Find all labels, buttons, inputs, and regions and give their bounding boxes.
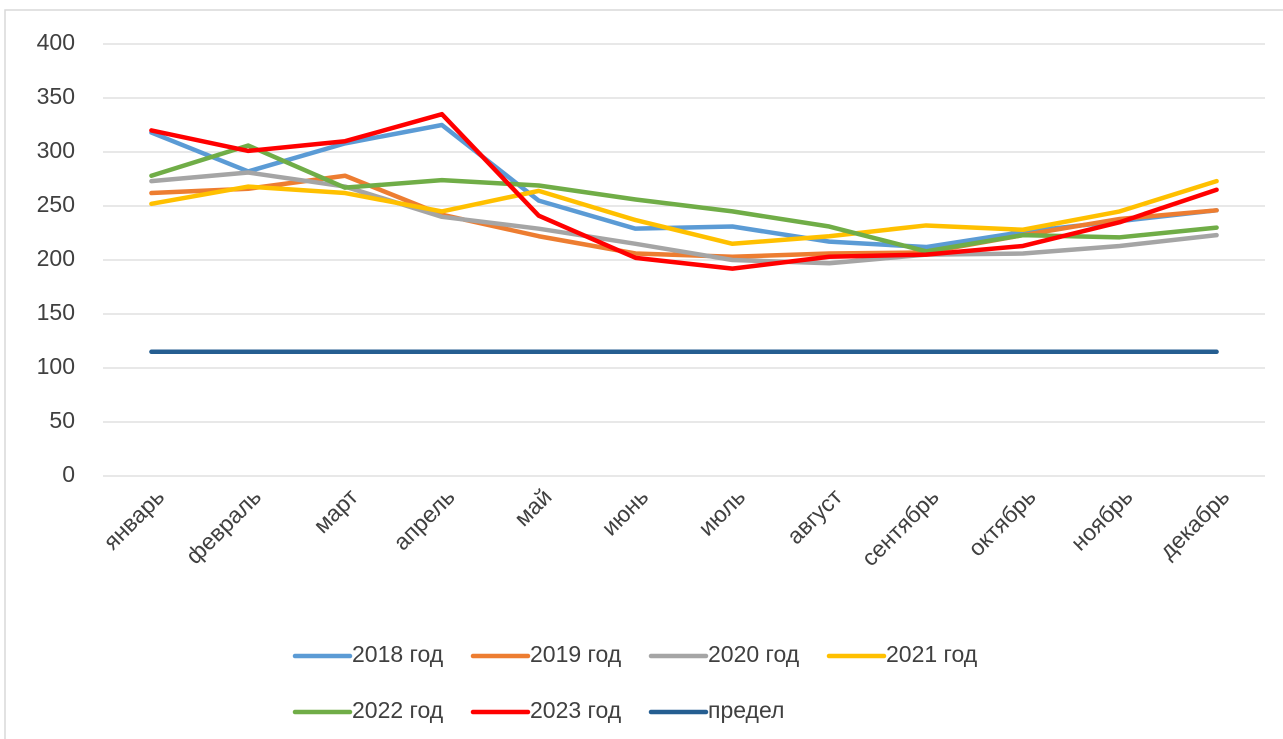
legend-label: 2021 год: [886, 641, 978, 667]
series-line: [149, 178, 1219, 247]
y-tick-label: 250: [37, 191, 75, 217]
y-tick-label: 100: [37, 353, 75, 379]
x-tick-label: сентябрь: [856, 483, 944, 571]
x-tick-label: май: [509, 483, 557, 531]
y-tick-label: 400: [37, 29, 75, 55]
legend-label: 2018 год: [352, 641, 444, 667]
legend-label: предел: [708, 697, 784, 723]
series-line: [149, 170, 1219, 266]
x-tick-label: июль: [693, 483, 750, 540]
y-tick-label: 50: [49, 407, 75, 433]
legend-label: 2023 год: [530, 697, 622, 723]
chart-border: [4, 9, 1283, 739]
x-tick-label: март: [308, 483, 363, 538]
legend-label: 2020 год: [708, 641, 800, 667]
x-tick-label: январь: [98, 483, 169, 554]
x-tick-label: декабрь: [1154, 483, 1234, 563]
y-tick-label: 200: [37, 245, 75, 271]
series-line: [149, 111, 1219, 271]
y-tick-label: 350: [37, 83, 75, 109]
series-line: [149, 143, 1219, 254]
x-tick-label: июнь: [596, 483, 653, 540]
x-tick-label: апрель: [388, 483, 460, 555]
y-tick-label: 150: [37, 299, 75, 325]
y-tick-label: 0: [62, 461, 75, 487]
x-tick-label: август: [782, 483, 848, 549]
x-tick-label: февраль: [181, 483, 267, 569]
series-line: [149, 122, 1219, 250]
series-line: [149, 173, 1219, 260]
x-tick-label: ноябрь: [1066, 483, 1138, 555]
y-tick-label: 300: [37, 137, 75, 163]
x-tick-label: октябрь: [963, 483, 1041, 561]
legend-label: 2019 год: [530, 641, 622, 667]
legend-label: 2022 год: [352, 697, 444, 723]
